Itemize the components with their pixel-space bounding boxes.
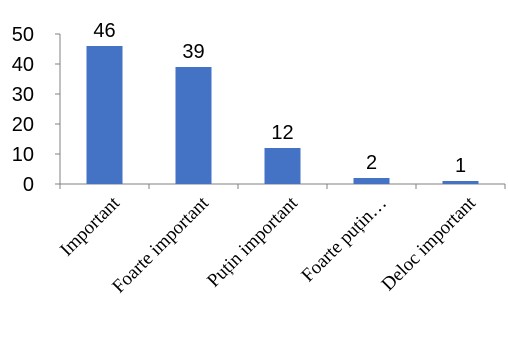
category-label: Deloc important bbox=[378, 192, 481, 295]
category-label: Foarte important bbox=[108, 192, 213, 297]
bar-series bbox=[86, 46, 479, 184]
bar bbox=[353, 178, 390, 184]
x-axis-ticks bbox=[59, 184, 506, 189]
y-tick-label: 0 bbox=[23, 174, 34, 196]
y-tick-label: 30 bbox=[12, 84, 34, 106]
y-tick-label: 10 bbox=[12, 144, 34, 166]
data-label: 1 bbox=[455, 155, 466, 177]
data-labels: 46 39 12 2 1 bbox=[93, 20, 466, 177]
category-label: Important bbox=[56, 192, 124, 260]
bar bbox=[175, 67, 212, 184]
data-label: 12 bbox=[271, 122, 293, 144]
y-tick-label: 40 bbox=[12, 54, 34, 76]
category-label: Foarte puțin… bbox=[297, 193, 391, 287]
bar bbox=[86, 46, 123, 184]
y-tick-label: 20 bbox=[12, 114, 34, 136]
y-tick-label: 50 bbox=[12, 24, 34, 46]
data-label: 39 bbox=[182, 41, 204, 63]
bar bbox=[442, 181, 479, 184]
category-label: Puțin important bbox=[203, 192, 302, 291]
data-label: 2 bbox=[366, 152, 377, 174]
data-label: 46 bbox=[93, 20, 115, 42]
y-axis-ticks: 0 10 20 30 40 50 bbox=[12, 24, 60, 196]
bar bbox=[264, 148, 301, 184]
